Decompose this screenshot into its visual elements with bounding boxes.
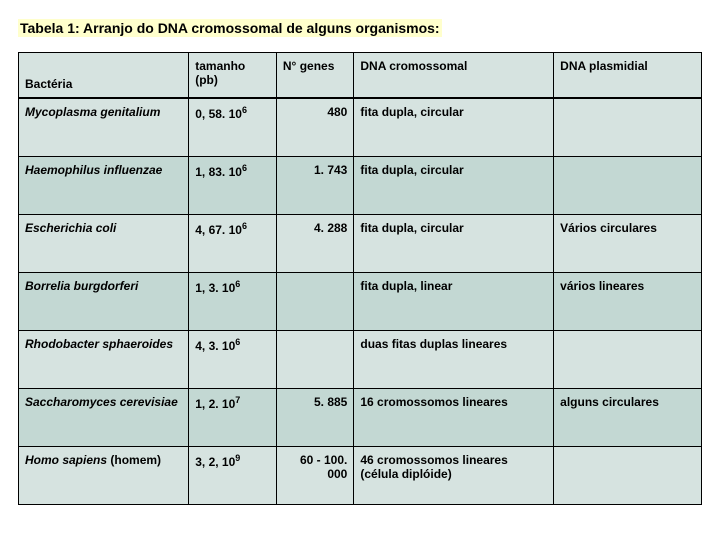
cell-size: 4, 67. 106 bbox=[189, 214, 277, 272]
col-genes: N° genes bbox=[276, 53, 353, 99]
cell-chrom: fita dupla, circular bbox=[354, 98, 554, 156]
table-row: Homo sapiens (homem) 3, 2, 109 60 - 100.… bbox=[19, 446, 702, 504]
cell-size: 1, 83. 106 bbox=[189, 156, 277, 214]
cell-plasm bbox=[554, 156, 702, 214]
cell-plasm bbox=[554, 98, 702, 156]
header-row: Bactéria tamanho (pb) N° genes DNA cromo… bbox=[19, 53, 702, 99]
cell-genes bbox=[276, 272, 353, 330]
cell-size: 1, 3. 106 bbox=[189, 272, 277, 330]
table-row: Rhodobacter sphaeroides 4, 3. 106 duas f… bbox=[19, 330, 702, 388]
cell-organism: Escherichia coli bbox=[19, 214, 189, 272]
cell-organism: Homo sapiens (homem) bbox=[19, 446, 189, 504]
col-size: tamanho (pb) bbox=[189, 53, 277, 99]
table-row: Saccharomyces cerevisiae 1, 2. 107 5. 88… bbox=[19, 388, 702, 446]
dna-table: Bactéria tamanho (pb) N° genes DNA cromo… bbox=[18, 52, 702, 505]
cell-size: 3, 2, 109 bbox=[189, 446, 277, 504]
cell-chrom: fita dupla, circular bbox=[354, 156, 554, 214]
cell-plasm: Vários circulares bbox=[554, 214, 702, 272]
cell-size: 4, 3. 106 bbox=[189, 330, 277, 388]
cell-plasm bbox=[554, 446, 702, 504]
cell-genes: 60 - 100. 000 bbox=[276, 446, 353, 504]
cell-plasm: alguns circulares bbox=[554, 388, 702, 446]
cell-genes: 480 bbox=[276, 98, 353, 156]
table-title: Tabela 1: Arranjo do DNA cromossomal de … bbox=[18, 19, 442, 37]
cell-organism: Haemophilus influenzae bbox=[19, 156, 189, 214]
cell-chrom: 46 cromossomos lineares (célula diplóide… bbox=[354, 446, 554, 504]
table-row: Borrelia burgdorferi 1, 3. 106 fita dupl… bbox=[19, 272, 702, 330]
cell-plasm bbox=[554, 330, 702, 388]
cell-chrom: duas fitas duplas lineares bbox=[354, 330, 554, 388]
cell-chrom: fita dupla, linear bbox=[354, 272, 554, 330]
col-plasm: DNA plasmidial bbox=[554, 53, 702, 99]
cell-genes: 1. 743 bbox=[276, 156, 353, 214]
cell-genes bbox=[276, 330, 353, 388]
cell-genes: 4. 288 bbox=[276, 214, 353, 272]
cell-organism: Borrelia burgdorferi bbox=[19, 272, 189, 330]
cell-plasm: vários lineares bbox=[554, 272, 702, 330]
table-row: Haemophilus influenzae 1, 83. 106 1. 743… bbox=[19, 156, 702, 214]
cell-organism: Saccharomyces cerevisiae bbox=[19, 388, 189, 446]
cell-organism: Rhodobacter sphaeroides bbox=[19, 330, 189, 388]
table-row: Mycoplasma genitalium 0, 58. 106 480 fit… bbox=[19, 98, 702, 156]
col-chrom: DNA cromossomal bbox=[354, 53, 554, 99]
cell-size: 1, 2. 107 bbox=[189, 388, 277, 446]
col-bacteria: Bactéria bbox=[19, 53, 189, 99]
cell-genes: 5. 885 bbox=[276, 388, 353, 446]
cell-organism: Mycoplasma genitalium bbox=[19, 98, 189, 156]
cell-chrom: 16 cromossomos lineares bbox=[354, 388, 554, 446]
cell-chrom: fita dupla, circular bbox=[354, 214, 554, 272]
table-row: Escherichia coli 4, 67. 106 4. 288 fita … bbox=[19, 214, 702, 272]
cell-size: 0, 58. 106 bbox=[189, 98, 277, 156]
